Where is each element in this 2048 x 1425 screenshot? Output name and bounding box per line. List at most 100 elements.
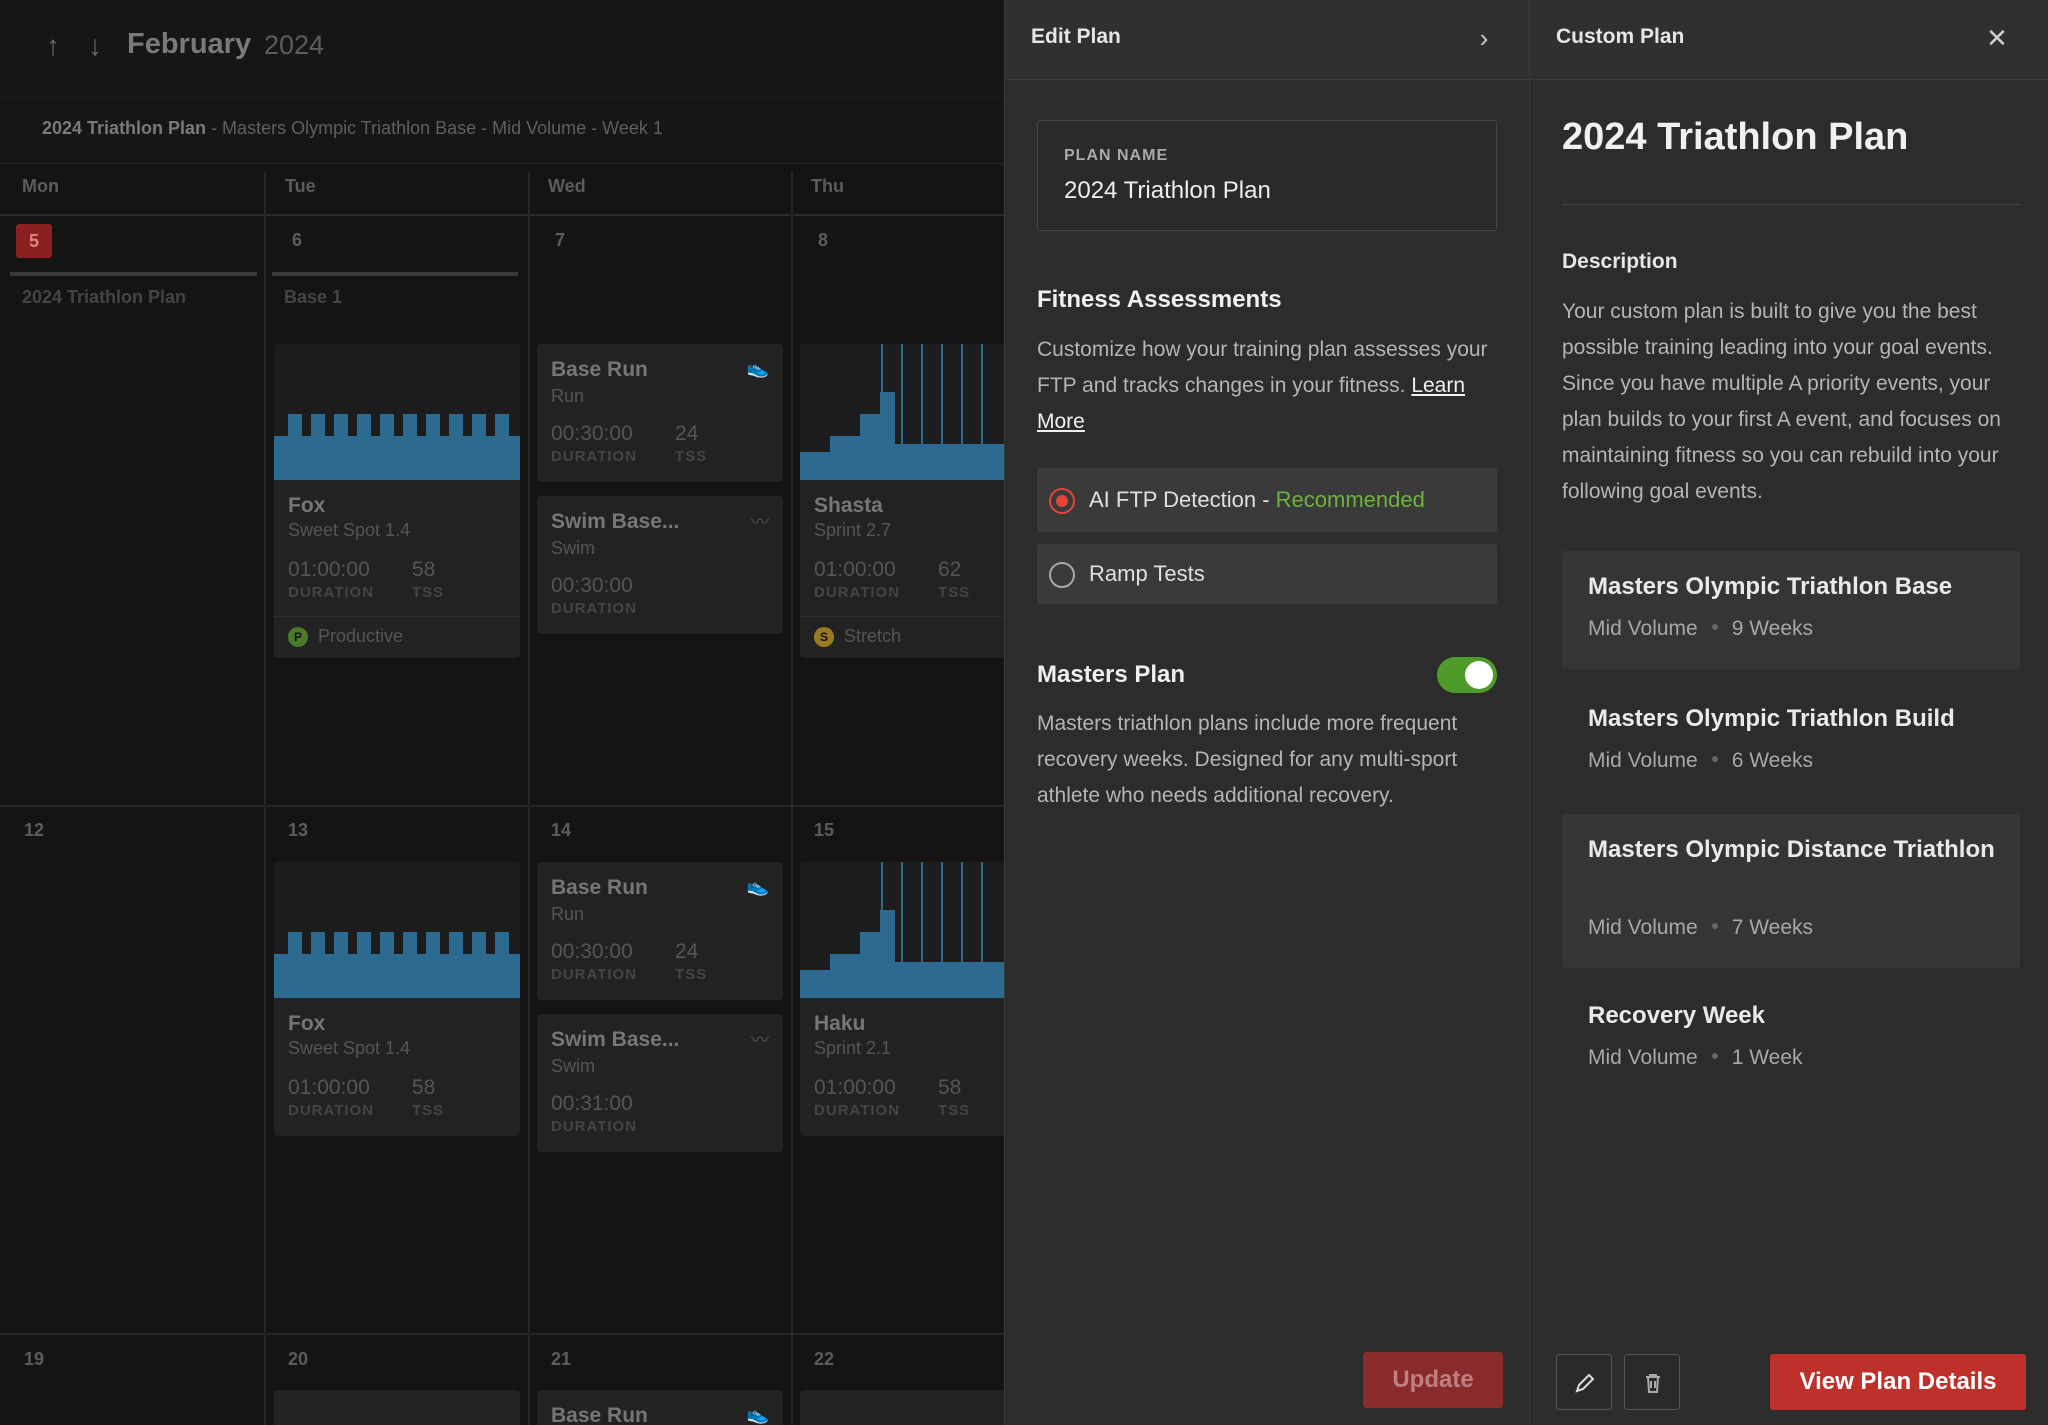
phase-name: Masters Olympic Triathlon Base xyxy=(1588,573,1953,600)
day-number[interactable]: 6 xyxy=(292,230,303,250)
workout-card-base-run[interactable]: Base Run 👟 xyxy=(537,1390,783,1425)
workout-profile-svg xyxy=(800,862,1004,998)
workout-card-base-run[interactable]: Base Run 👟 Run 00:30:00 24 DURATION TSS xyxy=(537,344,783,482)
separator-dot xyxy=(1711,1053,1718,1060)
ai-ftp-detection-option[interactable]: AI FTP Detection - Recommended xyxy=(1037,468,1497,532)
ramp-tests-label: Ramp Tests xyxy=(1089,561,1205,586)
workout-profile-svg xyxy=(800,344,1004,480)
divider xyxy=(1562,204,2020,205)
workout-card-fox[interactable]: Fox Sweet Spot 1.4 01:00:00 58 DURATION … xyxy=(274,862,520,1136)
tss-label: TSS xyxy=(938,584,971,601)
day-number[interactable]: 20 xyxy=(288,1349,309,1369)
interval-bar xyxy=(311,932,325,962)
workout-card-base-run[interactable]: Base Run 👟 Run 00:30:00 24 DURATION TSS xyxy=(537,862,783,1000)
masters-plan-toggle[interactable] xyxy=(1437,657,1497,693)
learn-more-link[interactable]: Learn More xyxy=(1037,374,1466,433)
tss-label: TSS xyxy=(675,966,708,983)
fitness-assessments-text: Customize how your training plan assesse… xyxy=(1037,338,1488,397)
duration-label: DURATION xyxy=(551,448,638,465)
edit-button[interactable] xyxy=(1556,1354,1612,1410)
interval-bar xyxy=(449,414,463,444)
phase-label: Base 1 xyxy=(284,287,343,307)
view-plan-details-button[interactable]: View Plan Details xyxy=(1770,1354,2026,1410)
arrow-up-icon[interactable]: ↑ xyxy=(46,30,60,61)
workout-duration: 01:00:00 xyxy=(288,558,370,581)
ramp-tests-option[interactable]: Ramp Tests xyxy=(1037,544,1497,604)
workout-duration: 00:30:00 xyxy=(551,574,633,597)
workout-profile-chart xyxy=(800,344,1004,480)
workout-card[interactable] xyxy=(800,1390,1004,1425)
radio-selected-icon[interactable] xyxy=(1049,488,1075,514)
update-button[interactable]: Update xyxy=(1363,1352,1503,1408)
phase-name: Masters Olympic Distance Triathlon xyxy=(1588,836,1995,863)
interval-bar xyxy=(380,932,394,962)
phase-item[interactable]: Masters Olympic Triathlon Build Mid Volu… xyxy=(1562,683,2020,801)
phase-item[interactable]: Masters Olympic Distance Triathlon Mid V… xyxy=(1562,814,2020,968)
day-number[interactable]: 21 xyxy=(551,1349,572,1369)
phase-item[interactable]: Recovery Week Mid Volume 1 Week xyxy=(1562,980,2020,1098)
edit-plan-header: Edit Plan › xyxy=(1005,0,1529,80)
plan-name-input[interactable] xyxy=(1064,177,1464,205)
day-number[interactable]: 15 xyxy=(814,820,835,840)
workout-profile-svg xyxy=(274,932,520,998)
workout-card-swim[interactable]: Swim Base... 〰 Swim 00:31:00 DURATION xyxy=(537,1014,783,1152)
description-text: Your custom plan is built to give you th… xyxy=(1562,300,2001,503)
masters-plan-body: Masters triathlon plans include more fre… xyxy=(1037,712,1458,807)
delete-button[interactable] xyxy=(1624,1354,1680,1410)
workout-footer: P Productive xyxy=(274,616,520,656)
workout-card-fox[interactable]: Fox Sweet Spot 1.4 01:00:00 58 DURATION … xyxy=(274,344,520,658)
workout-subtitle: Sweet Spot 1.4 xyxy=(288,1038,411,1058)
workout-card-shasta[interactable]: Shasta Sprint 2.7 01:00:00 62 DURATION T… xyxy=(800,344,1004,658)
plan-name-field[interactable]: PLAN NAME xyxy=(1037,120,1497,231)
swim-waves-icon: 〰 xyxy=(751,1030,769,1050)
workout-title: Base Run xyxy=(551,876,648,899)
calendar-view: ↑ ↓ February 2024 2024 Triathlon Plan - … xyxy=(0,0,1004,1425)
edit-plan-panel: Edit Plan › PLAN NAME Fitness Assessment… xyxy=(1004,0,1530,1425)
description-heading: Description xyxy=(1562,250,1678,273)
phase-length: 6 Weeks xyxy=(1731,749,1814,772)
custom-plan-panel: Custom Plan ✕ 2024 Triathlon Plan Descri… xyxy=(1530,0,2048,1425)
duration-label: DURATION xyxy=(288,1102,375,1119)
phase-item[interactable]: Masters Olympic Triathlon Base Mid Volum… xyxy=(1562,551,2020,669)
workout-subtitle: Run xyxy=(551,904,585,924)
day-number[interactable]: 14 xyxy=(551,820,572,840)
day-number[interactable]: 19 xyxy=(24,1349,45,1369)
tss-label: TSS xyxy=(675,448,708,465)
run-shoe-icon: 👟 xyxy=(746,358,769,378)
workout-tss: 58 xyxy=(412,1076,436,1099)
day-number[interactable]: 7 xyxy=(555,230,566,250)
fitness-assessments-body: Customize how your training plan assesse… xyxy=(1037,332,1507,440)
workout-subtitle: Sprint 2.1 xyxy=(814,1038,892,1058)
phase-meta: Mid Volume 1 Week xyxy=(1588,1046,1803,1070)
weekday-tue: Tue xyxy=(285,176,316,196)
workout-profile-chart xyxy=(274,344,520,480)
arrow-down-icon[interactable]: ↓ xyxy=(88,30,102,61)
workout-card[interactable] xyxy=(274,1390,520,1425)
workout-card-haku[interactable]: Haku Sprint 2.1 01:00:00 58 DURATION TSS xyxy=(800,862,1004,1136)
chevron-right-icon[interactable]: › xyxy=(1479,23,1489,53)
workout-duration: 01:00:00 xyxy=(814,558,896,581)
interval-bar xyxy=(357,932,371,962)
day-number[interactable]: 22 xyxy=(814,1349,835,1369)
day-number[interactable]: 12 xyxy=(24,820,45,840)
fitness-assessments-title: Fitness Assessments xyxy=(1037,286,1282,313)
profile-ramp xyxy=(800,392,895,480)
workout-card-swim[interactable]: Swim Base... 〰 Swim 00:30:00 DURATION xyxy=(537,496,783,634)
workout-tss: 24 xyxy=(675,422,699,445)
tss-label: TSS xyxy=(412,1102,445,1119)
close-icon[interactable]: ✕ xyxy=(1986,23,2008,53)
radio-unselected-icon[interactable] xyxy=(1049,562,1075,588)
workout-title: Fox xyxy=(288,1012,326,1035)
day-number[interactable]: 8 xyxy=(818,230,829,250)
workout-duration: 00:30:00 xyxy=(551,940,633,963)
plan-breadcrumb-detail: - Masters Olympic Triathlon Base - Mid V… xyxy=(206,118,663,138)
phase-length: 1 Week xyxy=(1731,1046,1803,1069)
workout-duration: 00:30:00 xyxy=(551,422,633,445)
today-badge[interactable]: 5 xyxy=(16,224,52,258)
calendar-header: ↑ ↓ February 2024 xyxy=(0,0,1004,98)
workout-title: Base Run xyxy=(551,358,648,381)
day-number[interactable]: 13 xyxy=(288,820,309,840)
separator-dot xyxy=(1711,923,1718,930)
workout-footer-text: Productive xyxy=(318,626,404,646)
tss-label: TSS xyxy=(938,1102,971,1119)
